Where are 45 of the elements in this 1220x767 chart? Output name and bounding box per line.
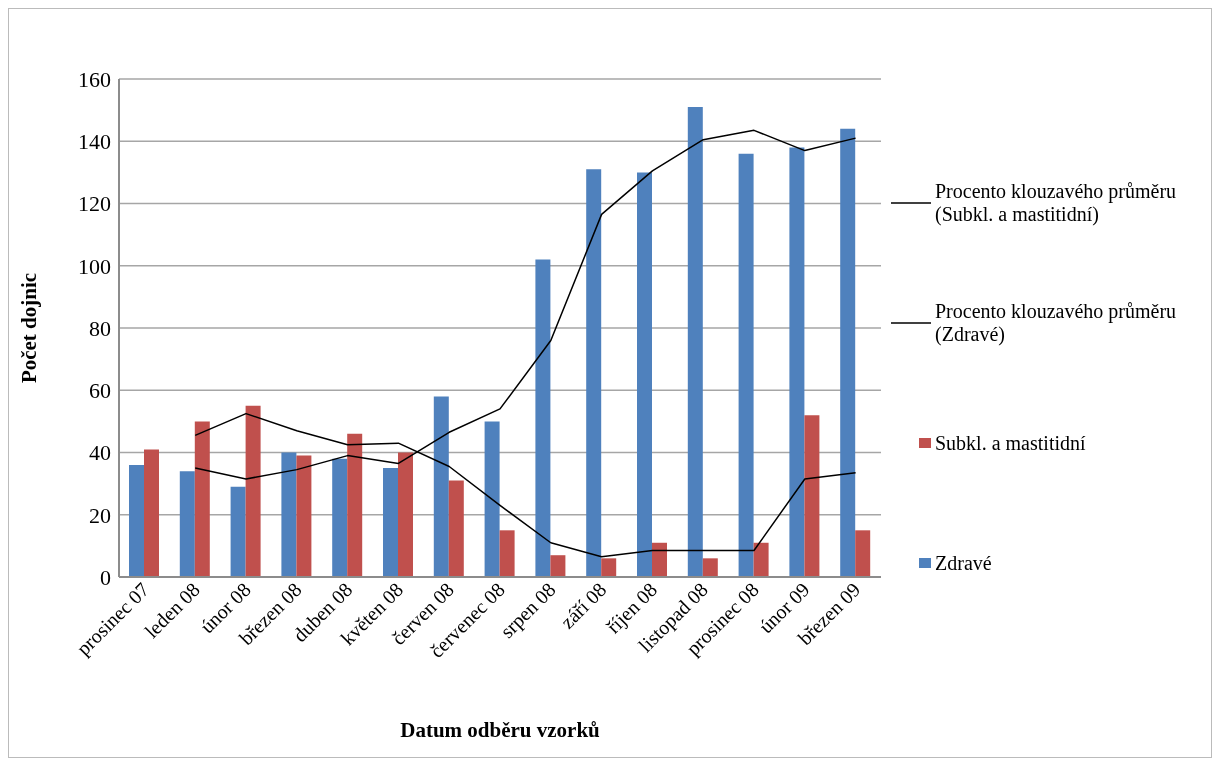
bar (144, 449, 159, 577)
legend-label: Zdravé (935, 551, 993, 575)
bar (738, 153, 754, 577)
y-tick-label: 100 (78, 253, 111, 279)
bar (296, 455, 312, 577)
y-tick-label: 20 (89, 502, 111, 528)
y-tick-label: 0 (100, 564, 111, 590)
y-tick-label: 140 (78, 129, 111, 155)
bar (753, 542, 769, 577)
bar (499, 530, 515, 577)
bar (652, 542, 667, 577)
bar (194, 421, 210, 577)
bar (245, 405, 261, 577)
bar (433, 396, 449, 577)
bar (383, 468, 398, 577)
bar (179, 471, 195, 577)
y-tick-label: 120 (78, 191, 111, 217)
y-axis-title: Počet dojnic (17, 272, 42, 384)
bar (230, 486, 246, 577)
bar (332, 458, 348, 577)
y-tick-label: 80 (89, 315, 111, 341)
bar (702, 558, 718, 577)
bar (448, 480, 464, 577)
y-tick-label: 60 (89, 378, 111, 404)
bar (484, 421, 500, 577)
bar (840, 128, 856, 577)
bar (398, 452, 413, 577)
bar (281, 452, 297, 577)
bar (601, 558, 617, 577)
bar (789, 147, 805, 577)
bar (637, 172, 652, 577)
legend-label: Procento klouzavého průměru (Subkl. a mastitidní) (935, 180, 1178, 226)
bar (586, 169, 602, 577)
bar (855, 530, 871, 577)
bar (804, 415, 820, 577)
bar (535, 259, 551, 577)
legend-label: Subkl. a mastitidní (935, 431, 1087, 455)
bar (687, 107, 703, 577)
bar (550, 555, 566, 577)
bar (347, 433, 363, 577)
bar (129, 464, 144, 577)
y-tick-label: 160 (78, 66, 111, 92)
y-tick-label: 40 (89, 440, 111, 466)
x-axis-title: Datum odběru vzorků (400, 718, 601, 742)
legend-label: Procento klouzavého průměru (Zdravé) (935, 300, 1178, 346)
